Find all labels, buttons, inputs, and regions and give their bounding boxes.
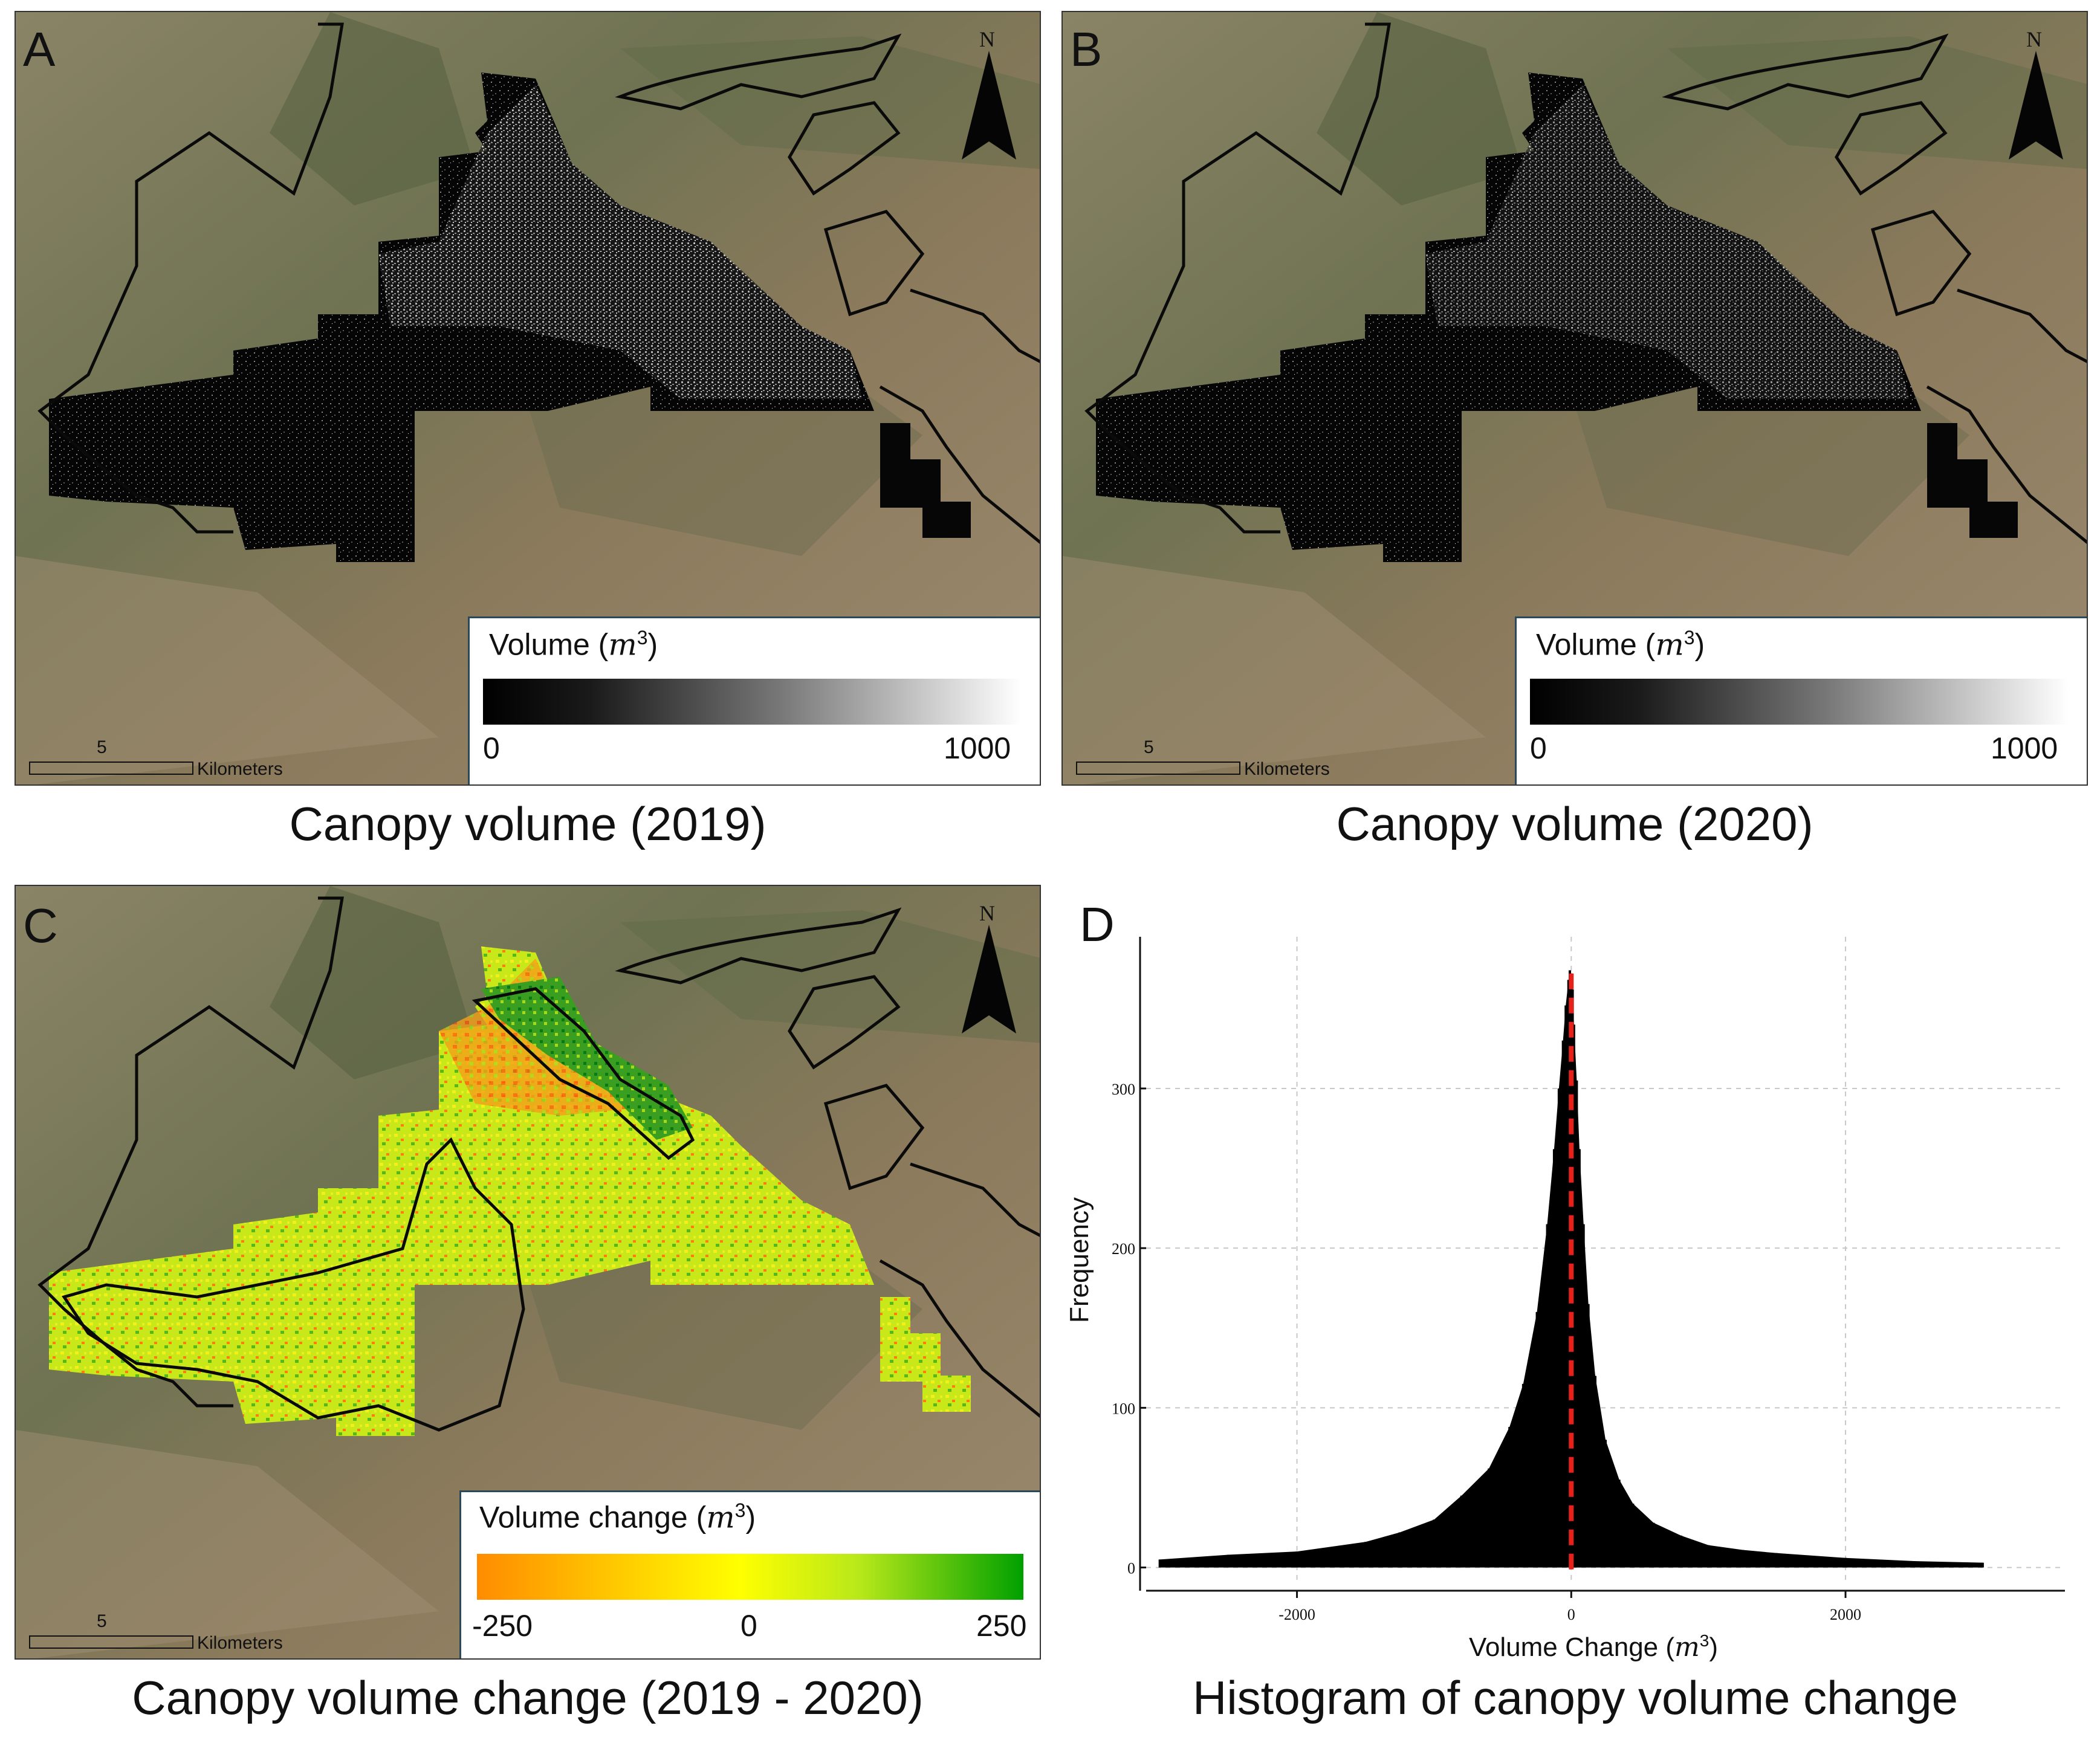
- caption-d: Histogram of canopy volume change: [1192, 1671, 1958, 1724]
- map-c: N 5 Kilometers Volume change (m3) -250 0…: [15, 885, 1041, 1660]
- histogram-bar: [1618, 1479, 1621, 1568]
- histogram-bar: [1561, 1040, 1564, 1568]
- north-label: N: [2026, 27, 2042, 51]
- legend-a: Volume (m3) 0 1000: [468, 616, 1040, 784]
- histogram-bar: [1522, 1383, 1525, 1568]
- histogram-bar: [1707, 1545, 1710, 1568]
- legend-title: Volume change (m3): [479, 1499, 756, 1535]
- histogram-bar: [1575, 1080, 1578, 1568]
- scale-value: 5: [97, 1611, 107, 1631]
- legend-title: Volume (m3): [489, 627, 658, 662]
- histogram-bar: [1652, 1522, 1655, 1568]
- histogram-bar: [1844, 1557, 1847, 1568]
- north-label: N: [979, 901, 995, 925]
- histogram-svg: 0 100 200 300 -2000 0 2000 Frequency Volume Ch…: [1065, 937, 2065, 1663]
- histogram-bar: [1567, 980, 1570, 1568]
- histogram-bar: [1604, 1440, 1607, 1568]
- scale-bar-a: 5 Kilometers: [29, 737, 283, 779]
- y-tick-label: 200: [1112, 1240, 1135, 1258]
- north-arrow-icon: [2009, 51, 2063, 160]
- legend-b: Volume (m3) 0 1000: [1515, 616, 2087, 784]
- scale-value: 5: [97, 737, 107, 757]
- histogram-bar: [1158, 1559, 1161, 1568]
- histogram-bar: [1227, 1554, 1230, 1568]
- study-area-boundary: [1084, 22, 1391, 534]
- legend-max: 1000: [1991, 731, 2058, 765]
- scale-bar-b: 5 Kilometers: [1076, 737, 1330, 779]
- histogram-bar: [1488, 1468, 1491, 1568]
- histogram-bar: [1582, 1224, 1585, 1568]
- panel-letter-c: C: [23, 899, 58, 952]
- caption-c: Canopy volume change (2019 - 2020): [132, 1671, 924, 1724]
- scale-value: 5: [1144, 737, 1154, 757]
- panel-letter-b: B: [1070, 22, 1103, 76]
- map-a: N 5 Kilometers Volume (m3) 0 1000 A: [15, 11, 1041, 786]
- map-b: N 5 Kilometers Volume (m3) 0 1000 B: [1061, 11, 2088, 786]
- color-ramp-grayscale: [1530, 679, 2068, 725]
- y-tick-label: 300: [1112, 1081, 1135, 1098]
- histogram-bar: [1364, 1542, 1367, 1568]
- histogram-bar: [1593, 1376, 1596, 1568]
- histogram-bar: [1632, 1503, 1635, 1568]
- legend-max: 250: [976, 1609, 1027, 1643]
- histogram-bar: [1587, 1304, 1590, 1568]
- north-arrow-icon: [962, 51, 1016, 160]
- histogram-bar: [1295, 1551, 1298, 1568]
- study-area-boundary: [37, 896, 344, 1408]
- histogram-bar: [1557, 1088, 1560, 1568]
- north-arrow-a: N: [959, 27, 1019, 160]
- axis-ticks: 0 100 200 300 -2000 0 2000: [1112, 1081, 1861, 1623]
- histogram-bar: [1913, 1561, 1916, 1568]
- histogram-bar: [1679, 1535, 1682, 1568]
- legend-c: Volume change (m3) -250 0 250: [459, 1490, 1040, 1658]
- panel-letter-d: D: [1080, 897, 1115, 951]
- x-tick-label: -2000: [1278, 1606, 1315, 1623]
- histogram-bar: [1546, 1224, 1549, 1568]
- north-arrow-c: N: [959, 901, 1019, 1033]
- legend-min: 0: [1530, 731, 1547, 765]
- histogram-bar: [1552, 1149, 1555, 1568]
- north-arrow-b: N: [2006, 27, 2066, 160]
- legend-mid: 0: [741, 1609, 757, 1643]
- color-ramp-grayscale: [483, 679, 1021, 725]
- histogram-chart: 0 100 200 300 -2000 0 2000 Frequency Volume Ch…: [1061, 919, 2089, 1668]
- histogram-bar: [1981, 1562, 1984, 1568]
- legend-max: 1000: [944, 731, 1011, 765]
- y-tick-label: 0: [1127, 1560, 1135, 1577]
- y-axis-label: Frequency: [1065, 1197, 1094, 1323]
- x-tick-label: 2000: [1830, 1606, 1861, 1623]
- panel-letter-a: A: [23, 22, 56, 76]
- legend-min: 0: [483, 731, 500, 765]
- north-label: N: [979, 27, 995, 51]
- histogram-bar: [1508, 1427, 1511, 1568]
- x-tick-label: 0: [1567, 1606, 1575, 1623]
- histogram-bar: [1578, 1149, 1581, 1568]
- legend-min: -250: [472, 1609, 533, 1643]
- volume-change-raster: [49, 946, 874, 1436]
- x-axis-label: Volume Change (m3): [1469, 1631, 1718, 1663]
- legend-title: Volume (m3): [1536, 627, 1705, 662]
- histogram-bar: [1535, 1311, 1538, 1568]
- north-arrow-icon: [962, 925, 1016, 1033]
- scale-unit: Kilometers: [197, 759, 283, 779]
- histogram-bar: [1433, 1519, 1436, 1568]
- scale-unit: Kilometers: [197, 1633, 283, 1653]
- scale-unit: Kilometers: [1244, 759, 1330, 779]
- study-area-boundary: [37, 22, 344, 534]
- color-ramp-change: [477, 1554, 1023, 1600]
- histogram-bar: [1572, 1024, 1575, 1568]
- histogram-bar: [1564, 1005, 1567, 1568]
- caption-b: Canopy volume (2020): [1336, 797, 1813, 850]
- histogram-bar: [1460, 1495, 1463, 1568]
- caption-a: Canopy volume (2019): [289, 797, 766, 850]
- scale-bar-c: 5 Kilometers: [29, 1611, 283, 1653]
- histogram-bar: [1775, 1553, 1778, 1568]
- histogram-bar: [1741, 1550, 1744, 1568]
- histogram-bar: [1398, 1532, 1401, 1568]
- y-tick-label: 100: [1112, 1400, 1135, 1417]
